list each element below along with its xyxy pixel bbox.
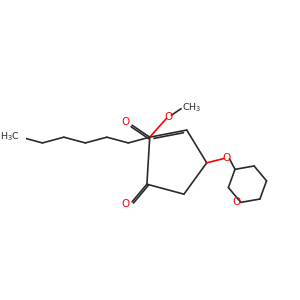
Text: O: O bbox=[232, 197, 240, 207]
Text: O: O bbox=[164, 112, 173, 122]
Text: O: O bbox=[122, 199, 130, 209]
Text: O: O bbox=[223, 153, 231, 163]
Text: O: O bbox=[122, 117, 130, 128]
Text: CH$_3$: CH$_3$ bbox=[182, 102, 202, 114]
Text: H$_3$C: H$_3$C bbox=[0, 130, 20, 143]
